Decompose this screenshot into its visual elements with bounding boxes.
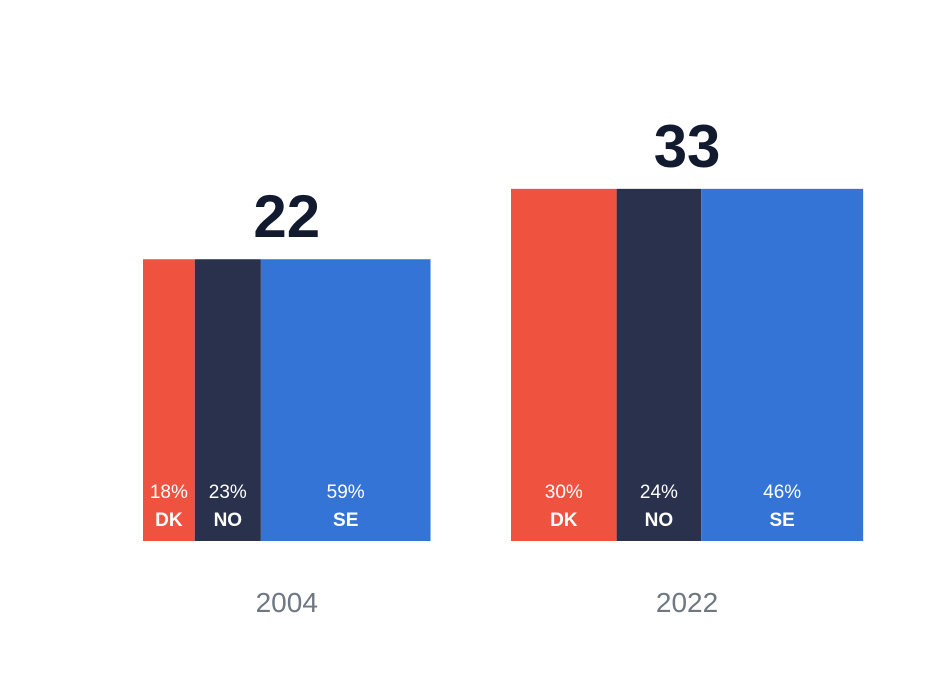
total-label-2004: 22 (253, 183, 320, 250)
total-label-2022: 33 (654, 113, 721, 180)
share-label-2004-se: 59% (327, 482, 365, 503)
country-label-2022-se: SE (769, 510, 794, 531)
share-label-2022-no: 24% (640, 482, 678, 503)
bar-group-2022: 30% DK 24% NO 46% SE 33 2022 (511, 113, 864, 618)
chart-groups: 18% DK 23% NO 59% SE 22 2004 30% DK 24% NO 46% SE 33 20… (143, 113, 864, 618)
share-label-2004-dk: 18% (150, 482, 188, 503)
share-label-2022-se: 46% (763, 482, 801, 503)
year-label-2022: 2022 (656, 587, 718, 618)
country-label-2022-dk: DK (550, 510, 578, 531)
share-label-2004-no: 23% (209, 482, 247, 503)
country-label-2004-dk: DK (155, 510, 183, 531)
bar-segment-2004-no (194, 259, 261, 541)
bar-segment-2022-se (701, 188, 864, 542)
country-label-2004-no: NO (214, 510, 243, 531)
bar-group-2004: 18% DK 23% NO 59% SE 22 2004 (143, 183, 431, 618)
year-label-2004: 2004 (256, 587, 318, 618)
bar-segment-2004-dk (143, 259, 195, 541)
country-label-2004-se: SE (333, 510, 358, 531)
bar-segment-2004-se (260, 259, 431, 541)
share-label-2022-dk: 30% (545, 482, 583, 503)
bar-segment-2022-dk (511, 188, 617, 542)
country-label-2022-no: NO (645, 510, 674, 531)
bar-segment-2022-no (616, 188, 702, 542)
